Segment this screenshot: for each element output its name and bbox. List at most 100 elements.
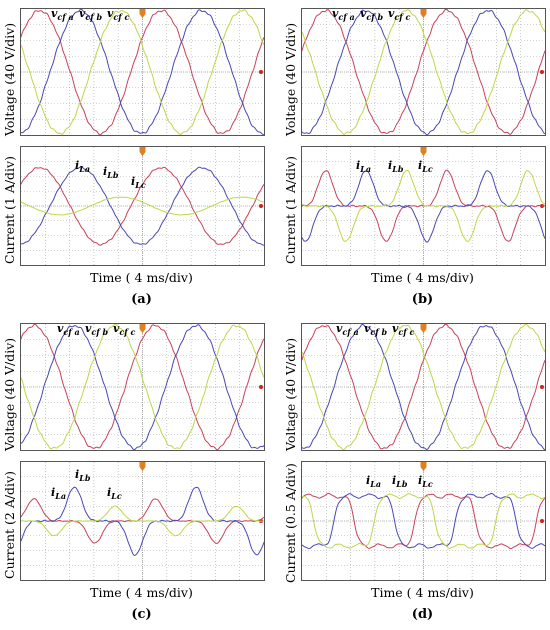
current-scope: iLaiLa iLbiLb iLciLc [301,461,546,581]
series-iLa [302,492,545,550]
time-xlabel: Time ( 4 ms/div) [90,585,193,600]
voltage-ylabel: Voltage (40 V/div) [283,22,298,136]
series-vcfa [21,9,264,135]
voltage-ylabel: Voltage (40 V/div) [283,337,298,451]
vcfa-label: vcf avcfa [336,322,359,338]
current-plot [21,147,264,265]
grid [302,462,545,580]
ila-label: iLaiLa [75,159,90,175]
vcfa-label: vcf avcfa [332,7,355,23]
panel-b: Voltage (40 V/div) vcf avcfa vcf bvcfb v… [275,0,550,315]
panel-letter: (c) [131,607,152,622]
voltage-scope: vcf avcfa vcf bvcfb vcf cvcfc [301,7,546,136]
voltage-plot [302,324,545,450]
voltage-ylabel: Voltage (40 V/div) [2,337,17,451]
series-vcfa [302,324,545,450]
ilb-label: iLbiLb [392,474,408,490]
panel-d: Voltage (40 V/div) vcf avcfa vcf bvcfb v… [275,315,550,630]
series-vcfc [21,9,264,135]
trigger-marker [420,324,427,333]
current-scope: iLaiLa iLbiLb iLciLc [20,461,265,581]
voltage-scope: vcf avcfa vcf bvcfb vcf cvcfc [20,7,265,136]
vcfa-label: vcf avcfa [51,7,74,23]
grid [21,147,264,265]
ground-marker [540,385,544,389]
time-xlabel: Time ( 4 ms/div) [371,585,474,600]
panel-c: Voltage (40 V/div) vcf avcfa vcf bvcfb v… [0,315,275,630]
series-vcfc [302,324,545,450]
grid [302,324,545,450]
series-iLc [302,492,545,549]
vcfb-label: vcf bvcfb [85,322,109,338]
vcfc-label: vcf cvcfc [388,7,411,23]
voltage-ylabel: Voltage (40 V/div) [2,22,17,136]
vcfc-label: vcf cvcfc [113,322,136,338]
series-vcfb [302,9,545,135]
ground-marker [259,385,263,389]
series-iLa [21,166,264,246]
current-ylabel: Current (1 A/div) [2,156,17,264]
voltage-scope: vcf avcfa vcf bvcfb vcf cvcfc [301,322,546,451]
time-xlabel: Time ( 4 ms/div) [371,270,474,285]
current-scope: iLaiLa iLbiLb iLciLc [301,146,546,266]
vcfb-label: vcf bvcfb [79,7,103,23]
ila-label: iLaiLa [51,486,66,502]
time-xlabel: Time ( 4 ms/div) [90,270,193,285]
current-plot [302,147,545,265]
current-ylabel: Current (1 A/div) [283,156,298,264]
series-iLb [302,493,545,550]
vcfb-label: vcf bvcfb [364,322,388,338]
series-vcfb [21,324,264,450]
grid [302,9,545,135]
series-iLc [21,505,264,537]
series-iLb [21,166,264,246]
series-iLb [302,170,545,243]
trigger-marker [420,147,427,156]
trigger-marker [420,462,427,471]
trigger-marker [420,9,427,18]
ila-label: iLaiLa [356,159,371,175]
trigger-marker [139,462,146,471]
series-vcfa [302,9,545,135]
vcfb-label: vcf bvcfb [360,7,384,23]
panel-letter: (b) [411,292,434,307]
trigger-marker [139,9,146,18]
series-iLb [21,486,264,556]
panel-letter: (d) [411,607,434,622]
series-vcfb [302,324,545,450]
ilb-label: iLbiLb [103,165,119,181]
grid [21,9,264,135]
grid [21,324,264,450]
ground-marker [259,204,263,208]
ilc-label: iLciLc [107,486,122,502]
vcfa-label: vcf avcfa [57,322,80,338]
series-vcfc [21,324,264,450]
panel-a: Voltage (40 V/div) vcf avcfa vcf bvcfb v… [0,0,275,315]
trigger-marker [139,147,146,156]
ilb-label: iLbiLb [75,468,91,484]
current-ylabel: Current (2 A/div) [2,471,17,579]
ground-marker [540,70,544,74]
current-ylabel: Current (0.5 A/div) [283,463,298,583]
series-iLa [302,169,545,242]
series-vcfb [21,9,264,135]
voltage-scope: vcf avcfa vcf bvcfb vcf cvcfc [20,322,265,451]
current-scope: iLaiLa iLbiLb iLciLc [20,146,265,266]
ilc-label: iLciLc [418,474,433,490]
ilc-label: iLciLc [131,175,146,191]
ilb-label: iLbiLb [388,159,404,175]
ilc-label: iLciLc [418,159,433,175]
voltage-plot [302,9,545,135]
vcfc-label: vcf cvcfc [392,322,415,338]
ground-marker [259,70,263,74]
current-plot [302,462,545,580]
current-plot [21,462,264,580]
trigger-marker [139,324,146,333]
vcfc-label: vcf cvcfc [107,7,130,23]
ground-marker [540,519,544,523]
series-vcfa [21,324,264,450]
series-iLc [302,169,545,243]
series-vcfc [302,9,545,135]
series-iLa [21,498,264,545]
voltage-plot [21,9,264,135]
